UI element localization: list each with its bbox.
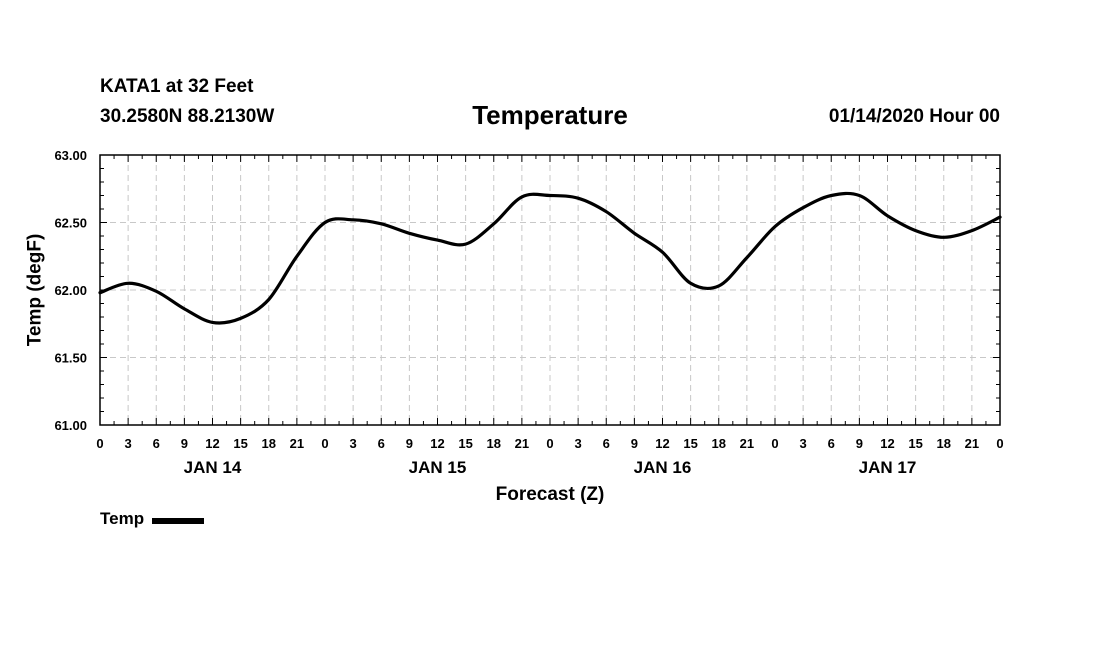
x-tick-label: 21 — [965, 436, 979, 451]
x-tick-label: 18 — [487, 436, 501, 451]
tick-marks — [99, 154, 1001, 426]
x-tick-label: 12 — [655, 436, 669, 451]
x-tick-label: 18 — [712, 436, 726, 451]
grid-layer — [100, 155, 1000, 425]
temp-series-line — [98, 191, 1002, 325]
x-tick-label: 9 — [631, 436, 638, 451]
x-tick-label: 15 — [458, 436, 472, 451]
x-tick-label: 15 — [908, 436, 922, 451]
x-tick-label: 3 — [350, 436, 357, 451]
day-label: JAN 14 — [184, 458, 242, 477]
x-tick-label: 6 — [828, 436, 835, 451]
x-tick-label: 6 — [378, 436, 385, 451]
day-label: JAN 15 — [409, 458, 467, 477]
x-tick-label: 12 — [880, 436, 894, 451]
coordinates-label: 30.2580N 88.2130W — [100, 106, 275, 127]
x-tick-label: 9 — [181, 436, 188, 451]
x-tick-label: 12 — [205, 436, 219, 451]
legend: Temp — [100, 509, 205, 529]
x-tick-label: 21 — [290, 436, 304, 451]
x-tick-label: 3 — [800, 436, 807, 451]
x-tick-label: 18 — [262, 436, 276, 451]
station-label: KATA1 at 32 Feet — [100, 76, 254, 97]
x-tick-label: 21 — [515, 436, 529, 451]
y-tick-label: 62.50 — [54, 216, 87, 231]
x-tick-label: 15 — [683, 436, 697, 451]
day-label: JAN 16 — [634, 458, 692, 477]
x-tick-label: 18 — [937, 436, 951, 451]
x-tick-label: 0 — [996, 436, 1003, 451]
legend-label: Temp — [100, 509, 145, 528]
x-tick-label: 0 — [546, 436, 553, 451]
y-tick-label: 61.50 — [54, 351, 87, 366]
x-tick-label: 3 — [125, 436, 132, 451]
x-tick-label: 0 — [771, 436, 778, 451]
plot-frame — [99, 154, 1001, 426]
x-tick-label: 0 — [321, 436, 328, 451]
day-label: JAN 17 — [859, 458, 917, 477]
x-tick-label: 3 — [575, 436, 582, 451]
y-axis-title: Temp (degF) — [25, 234, 46, 347]
x-tick-label: 12 — [430, 436, 444, 451]
x-tick-label: 9 — [406, 436, 413, 451]
legend-line-swatch — [152, 517, 205, 524]
axis-labels: 0 3 6 9 12 15 18 21 0 3 6 9 12 15 18 21 0 3 6 9 12 15 18 21 0 3 6 9… — [54, 148, 1003, 477]
chart-title: Temperature — [472, 100, 628, 130]
x-tick-label: 6 — [603, 436, 610, 451]
y-tick-label: 62.00 — [54, 283, 87, 298]
y-tick-label: 63.00 — [54, 148, 87, 163]
y-tick-label: 61.00 — [54, 418, 87, 433]
series-layer — [98, 191, 1002, 325]
x-tick-label: 21 — [740, 436, 754, 451]
forecast-datetime: 01/14/2020 Hour 00 — [828, 106, 1000, 127]
x-axis-title: Forecast (Z) — [496, 484, 605, 505]
x-tick-label: 0 — [96, 436, 103, 451]
x-tick-label: 9 — [856, 436, 863, 451]
x-tick-label: 6 — [153, 436, 160, 451]
x-tick-label: 15 — [233, 436, 247, 451]
